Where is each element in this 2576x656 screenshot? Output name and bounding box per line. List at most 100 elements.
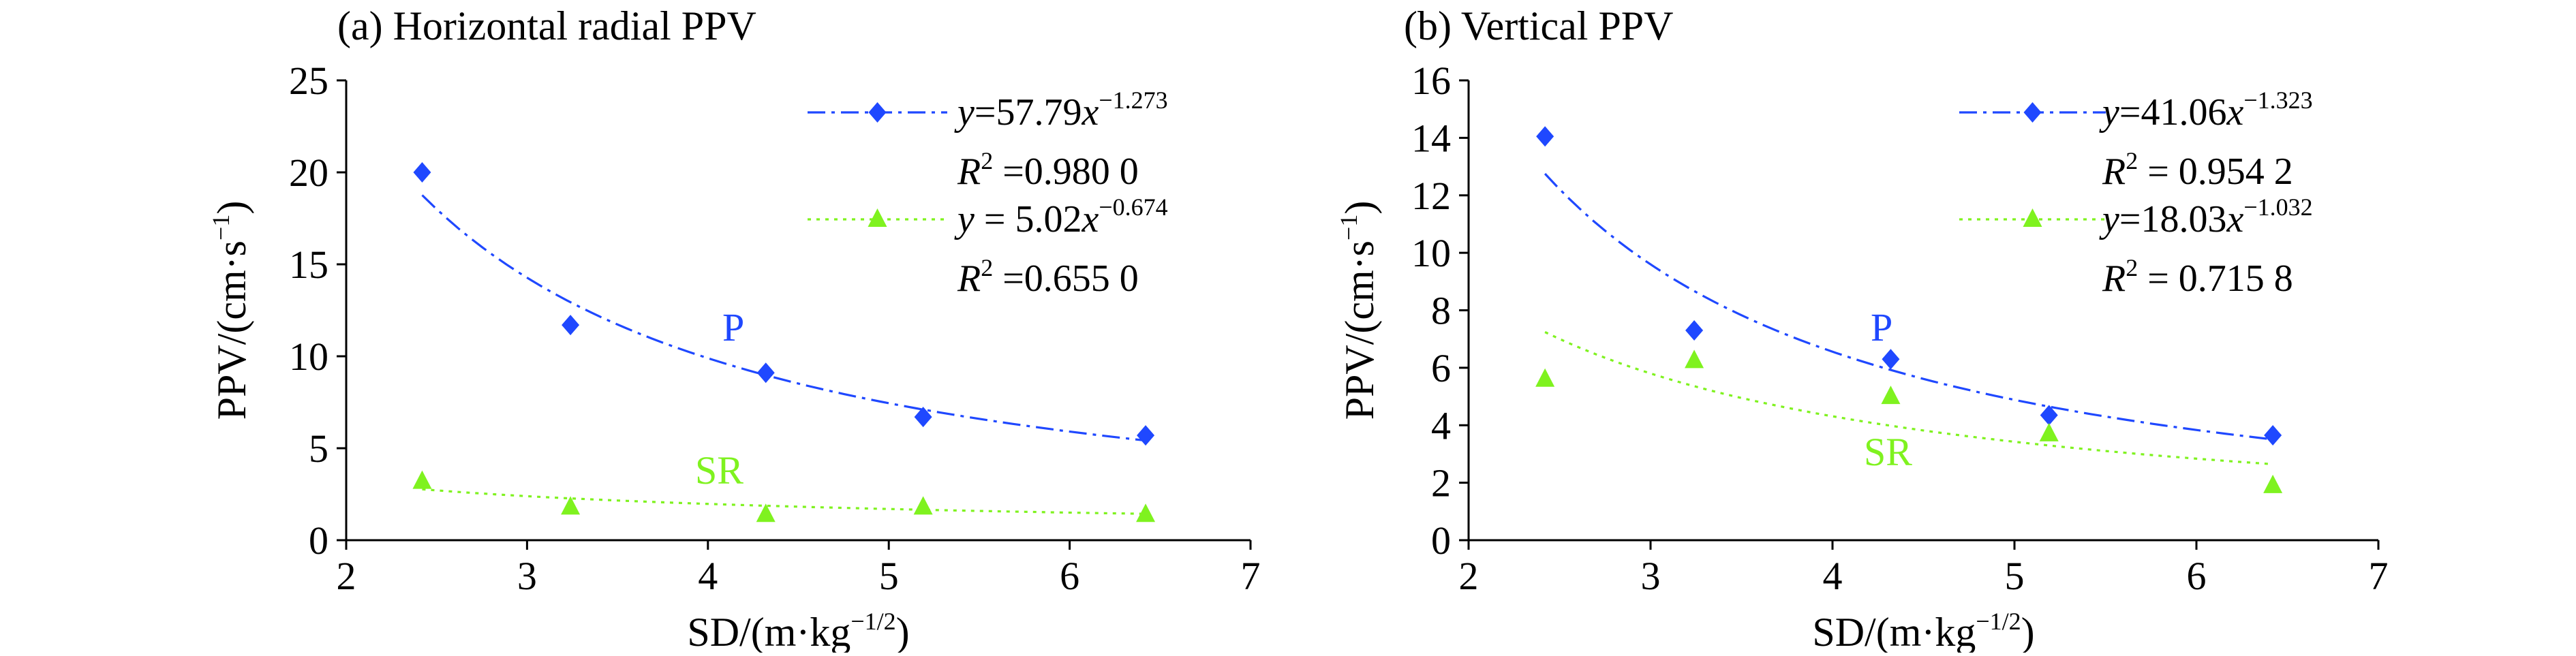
fit-curve-sr (422, 488, 1146, 515)
y-tick-label: 15 (289, 243, 328, 287)
data-point-p (1536, 126, 1554, 147)
y-tick-label: 4 (1431, 403, 1451, 448)
eq-coef: =18.03 (2119, 198, 2227, 240)
x-axis-label-main: SD/(m·kg (1812, 610, 1976, 653)
legend-r2-p: R2 =0.980 0 (957, 147, 1139, 193)
legend-marker-p (868, 102, 887, 123)
fit-curve-sr (1544, 331, 2273, 465)
legend-marker-sr (868, 208, 887, 227)
legend-r2-sr: R2 =0.655 0 (957, 254, 1139, 300)
data-point-sr (1535, 368, 1555, 387)
data-point-p (1882, 349, 1900, 370)
eq-x: x (2226, 91, 2243, 134)
data-point-sr (2039, 422, 2059, 441)
x-tick-label: 2 (337, 554, 356, 598)
x-axis-label-sup: −1/2 (850, 608, 895, 635)
r2-value: =0.980 0 (993, 151, 1139, 193)
chart-panel-a: (a) Horizontal radial PPV 2 3 4 5 6 7 0 5 10 15 20 2… (207, 3, 1261, 655)
legend-r2-p: R2 = 0.954 2 (2102, 147, 2293, 193)
eq-y: y (2099, 91, 2119, 134)
eq-coef: = 5.02 (975, 198, 1082, 240)
data-point-p (1137, 425, 1155, 446)
r2-sup: 2 (2126, 147, 2138, 174)
y-axis-label-sup: −1 (1335, 215, 1362, 240)
y-tick-label: 6 (1431, 346, 1451, 390)
r2-value: = 0.954 2 (2138, 151, 2293, 193)
x-tick-label: 5 (879, 554, 899, 598)
data-point-sr (913, 496, 933, 515)
data-point-sr (756, 503, 776, 522)
y-axis-label-tail: ) (1337, 201, 1382, 215)
y-axis-label: PPV/(cm·s−1) (207, 201, 254, 420)
x-tick-label: 7 (1241, 554, 1261, 598)
chart-title: (a) Horizontal radial PPV (337, 3, 756, 48)
data-point-p (1685, 320, 1704, 341)
eq-y: y (954, 198, 975, 240)
data-point-p (2040, 405, 2058, 426)
x-tick-label: 3 (1641, 554, 1661, 598)
x-axis-label-tail: ) (2021, 610, 2035, 653)
r2-sup: 2 (981, 147, 993, 174)
data-point-p (562, 315, 580, 336)
y-tick-label: 0 (309, 518, 328, 563)
eq-exponent: −0.674 (1099, 193, 1167, 221)
r2-sup: 2 (981, 254, 993, 281)
series-label-p: P (1871, 305, 1892, 349)
r2-value: =0.655 0 (993, 257, 1139, 300)
legend-equation-p: y=41.06x−1.323 (2099, 87, 2313, 134)
data-point-p (756, 362, 775, 384)
x-axis-label: SD/(m·kg−1/2) (1812, 608, 2034, 653)
eq-exponent: −1.273 (1099, 87, 1167, 114)
x-tick-label: 6 (1060, 554, 1079, 598)
x-tick-label: 4 (698, 554, 718, 598)
y-axis-label-main: PPV/(cm·s (209, 240, 254, 420)
y-tick-label: 10 (289, 334, 328, 379)
data-point-p (914, 407, 932, 428)
fit-curve-p (1544, 172, 2273, 441)
fit-curve-p (421, 194, 1146, 442)
data-point-sr (1685, 349, 1704, 369)
x-tick-label: 5 (2005, 554, 2025, 598)
y-axis-label-main: PPV/(cm·s (1337, 240, 1382, 420)
y-tick-label: 12 (1411, 174, 1451, 218)
y-axis-label-tail: ) (209, 201, 254, 215)
eq-exponent: −1.323 (2243, 87, 2312, 114)
x-axis-label-main: SD/(m·kg (687, 610, 850, 653)
x-tick-label: 6 (2187, 554, 2207, 598)
legend-equation-p: y=57.79x−1.273 (954, 87, 1168, 134)
chart-title: (b) Vertical PPV (1404, 3, 1674, 48)
eq-coef: =41.06 (2119, 91, 2227, 134)
data-point-sr (561, 496, 581, 515)
y-tick-label: 0 (1431, 518, 1451, 563)
r2-symbol: R (2102, 151, 2126, 193)
r2-symbol: R (957, 257, 981, 300)
r2-sup: 2 (2126, 254, 2138, 281)
x-axis-label-tail: ) (896, 610, 910, 653)
data-point-sr (1881, 386, 1901, 405)
r2-value: = 0.715 8 (2138, 257, 2293, 300)
r2-symbol: R (957, 151, 981, 193)
x-axis-label: SD/(m·kg−1/2) (687, 608, 909, 653)
eq-exponent: −1.032 (2243, 193, 2312, 221)
eq-x: x (2226, 198, 2243, 240)
series-label-sr: SR (695, 448, 743, 493)
x-tick-label: 7 (2369, 554, 2389, 598)
legend-equation-sr: y = 5.02x−0.674 (954, 193, 1168, 240)
y-tick-label: 5 (309, 426, 328, 471)
eq-x: x (1081, 198, 1099, 240)
y-tick-label: 8 (1431, 289, 1451, 333)
y-axis-label: PPV/(cm·s−1) (1335, 201, 1382, 420)
series-label-p: P (722, 305, 744, 349)
legend-marker-sr (2023, 208, 2042, 227)
y-tick-label: 14 (1411, 116, 1451, 160)
x-tick-label: 3 (517, 554, 537, 598)
y-tick-label: 2 (1431, 461, 1451, 505)
series-label-sr: SR (1864, 430, 1912, 474)
legend-equation-sr: y=18.03x−1.032 (2099, 193, 2313, 240)
y-tick-label: 16 (1411, 59, 1451, 103)
data-point-sr (2263, 474, 2283, 493)
x-tick-label: 4 (1823, 554, 1843, 598)
eq-y: y (2099, 198, 2119, 240)
data-point-p (413, 162, 431, 183)
r2-symbol: R (2102, 257, 2126, 300)
